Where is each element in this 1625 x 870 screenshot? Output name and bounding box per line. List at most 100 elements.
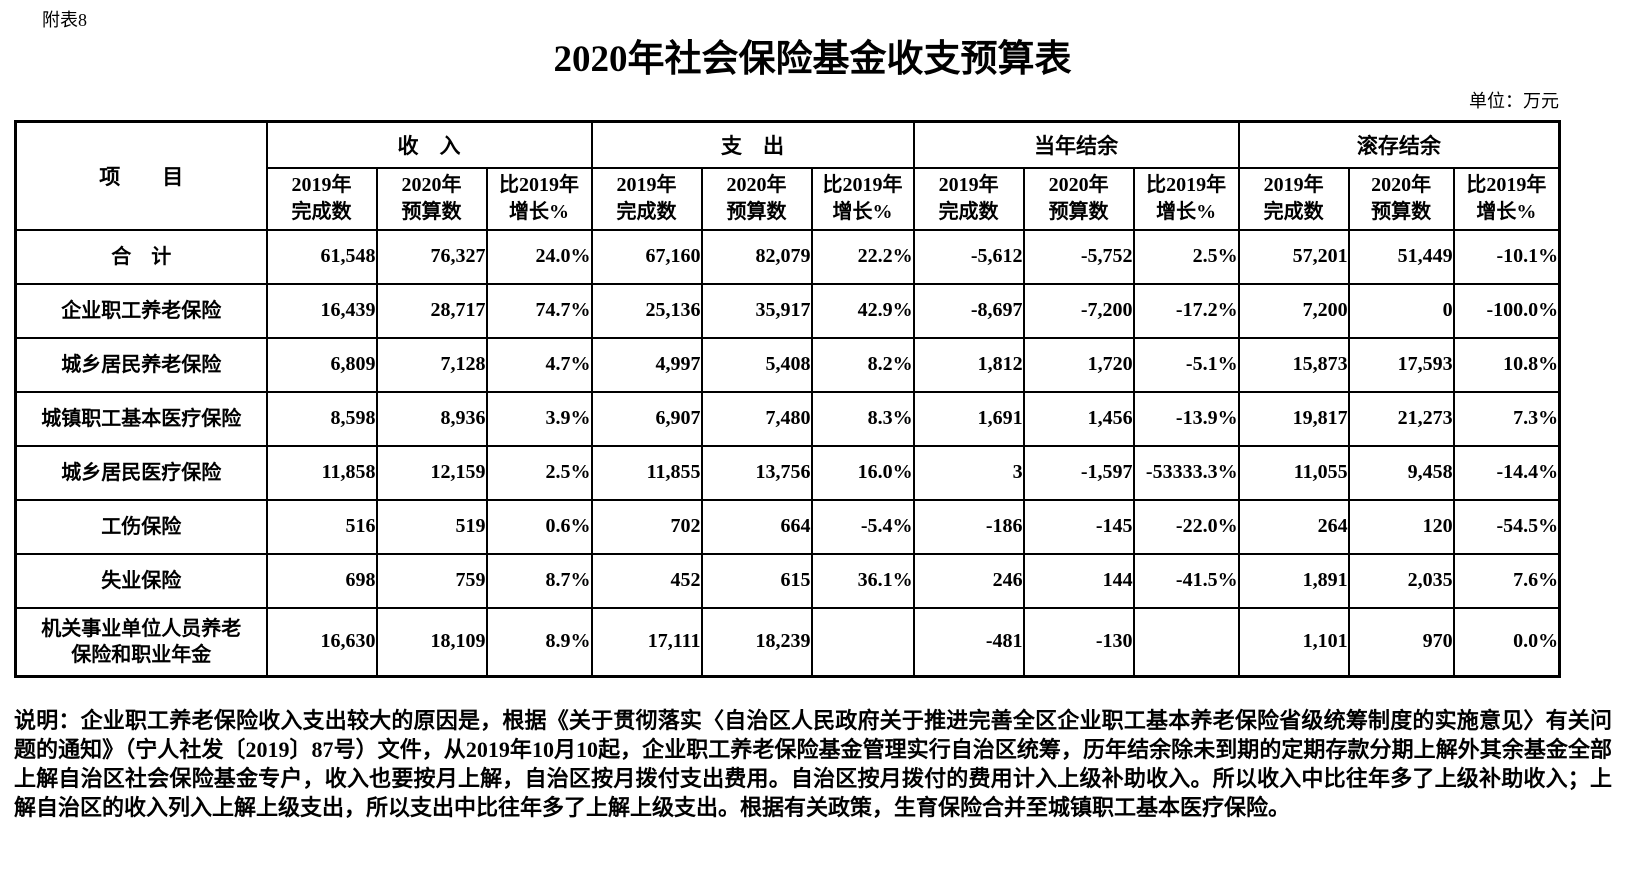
cell-value: -53333.3% bbox=[1132, 444, 1240, 501]
sub-header-current-balance-2019: 2019年 完成数 bbox=[912, 166, 1025, 231]
cell-value: 42.9% bbox=[810, 282, 915, 339]
sub-header-expenditure-growth: 比2019年 增长% bbox=[810, 166, 915, 231]
cell-value: 3 bbox=[912, 444, 1025, 501]
cell-value: -5.1% bbox=[1132, 336, 1240, 393]
sub-header-row: 2019年 完成数 2020年 预算数 比2019年 增长% 2019年 完成数… bbox=[16, 166, 1561, 231]
row-label: 失业保险 bbox=[14, 552, 268, 609]
cell-value: 615 bbox=[700, 552, 813, 609]
cell-value: 8.9% bbox=[485, 606, 593, 678]
cell-value: 16,439 bbox=[265, 282, 378, 339]
cell-value: 8.2% bbox=[810, 336, 915, 393]
cell-value: 1,456 bbox=[1022, 390, 1135, 447]
cell-value: 11,858 bbox=[265, 444, 378, 501]
cell-value: -5.4% bbox=[810, 498, 915, 555]
cell-value: 0.0% bbox=[1452, 606, 1561, 678]
cell-value: 8,598 bbox=[265, 390, 378, 447]
cell-value: 19,817 bbox=[1237, 390, 1350, 447]
table-row: 城乡居民医疗保险 11,858 12,159 2.5% 11,855 13,756 16.0… bbox=[14, 444, 1561, 501]
group-header-row: 项 目 收 入 支 出 当年结余 滚存结余 bbox=[14, 120, 1561, 231]
cell-value: 25,136 bbox=[590, 282, 703, 339]
row-label: 企业职工养老保险 bbox=[14, 282, 268, 339]
cell-value: 2.5% bbox=[1132, 228, 1240, 285]
cell-value: 3.9% bbox=[485, 390, 593, 447]
cell-value: 1,891 bbox=[1237, 552, 1350, 609]
unit-label: 单位：万元 bbox=[1469, 91, 1559, 111]
row-label: 城乡居民医疗保险 bbox=[14, 444, 268, 501]
cell-value: 120 bbox=[1347, 498, 1455, 555]
cell-value: 1,691 bbox=[912, 390, 1025, 447]
sub-header-rolling-balance-growth: 比2019年 增长% bbox=[1452, 166, 1561, 231]
cell-value: 10.8% bbox=[1452, 336, 1561, 393]
cell-value: 51,449 bbox=[1347, 228, 1455, 285]
table-row: 企业职工养老保险 16,439 28,717 74.7% 25,136 35,917 42.… bbox=[14, 282, 1561, 339]
cell-value: 18,239 bbox=[700, 606, 813, 678]
cell-value: 12,159 bbox=[375, 444, 488, 501]
cell-value: 21,273 bbox=[1347, 390, 1455, 447]
sub-header-rolling-balance-2019: 2019年 完成数 bbox=[1237, 166, 1350, 231]
cell-value: 76,327 bbox=[375, 228, 488, 285]
cell-value: 17,593 bbox=[1347, 336, 1455, 393]
cell-value: 6,809 bbox=[265, 336, 378, 393]
row-label: 城乡居民养老保险 bbox=[14, 336, 268, 393]
cell-value: -145 bbox=[1022, 498, 1135, 555]
cell-value: 16.0% bbox=[810, 444, 915, 501]
cell-value: -10.1% bbox=[1452, 228, 1561, 285]
cell-value: 5,408 bbox=[700, 336, 813, 393]
cell-value: 8,936 bbox=[375, 390, 488, 447]
cell-value: 7.6% bbox=[1452, 552, 1561, 609]
cell-value: 57,201 bbox=[1237, 228, 1350, 285]
cell-value: -5,612 bbox=[912, 228, 1025, 285]
cell-value: 7,480 bbox=[700, 390, 813, 447]
cell-value bbox=[810, 606, 915, 678]
cell-value: 0 bbox=[1347, 282, 1455, 339]
cell-value: 61,548 bbox=[265, 228, 378, 285]
budget-table: 项 目 收 入 支 出 当年结余 滚存结余 2019年 完成数 2020年 预算… bbox=[14, 120, 1562, 678]
cell-value: 664 bbox=[700, 498, 813, 555]
sub-header-rolling-balance-2020: 2020年 预算数 bbox=[1347, 166, 1455, 231]
cell-value: 36.1% bbox=[810, 552, 915, 609]
cell-value: -186 bbox=[912, 498, 1025, 555]
cell-value: 8.7% bbox=[485, 552, 593, 609]
cell-value: 82,079 bbox=[700, 228, 813, 285]
footnote: 说明：企业职工养老保险收入支出较大的原因是，根据《关于贯彻落实〈自治区人民政府关… bbox=[14, 708, 1612, 820]
row-label: 城镇职工基本医疗保险 bbox=[14, 390, 268, 447]
cell-value: 16,630 bbox=[265, 606, 378, 678]
cell-value: -41.5% bbox=[1132, 552, 1240, 609]
cell-value: 0.6% bbox=[485, 498, 593, 555]
cell-value: -7,200 bbox=[1022, 282, 1135, 339]
cell-value: 144 bbox=[1022, 552, 1135, 609]
table-row: 合 计 61,548 76,327 24.0% 67,160 82,079 22.2% -5,… bbox=[14, 228, 1561, 285]
cell-value: 1,101 bbox=[1237, 606, 1350, 678]
cell-value: 1,812 bbox=[912, 336, 1025, 393]
cell-value: 7.3% bbox=[1452, 390, 1561, 447]
cell-value: 67,160 bbox=[590, 228, 703, 285]
page-title: 2020年社会保险基金收支预算表 bbox=[553, 39, 1072, 80]
cell-value: 698 bbox=[265, 552, 378, 609]
cell-value: 11,055 bbox=[1237, 444, 1350, 501]
cell-value: 24.0% bbox=[485, 228, 593, 285]
table-row: 失业保险 698 759 8.7% 452 615 36.1% 246 144 -41.5% 1,8… bbox=[14, 552, 1561, 609]
cell-value: 516 bbox=[265, 498, 378, 555]
cell-value: -17.2% bbox=[1132, 282, 1240, 339]
table-row: 机关事业单位人员养老 保险和职业年金 16,630 18,109 8.9% 17,111… bbox=[14, 606, 1561, 678]
cell-value: 2.5% bbox=[485, 444, 593, 501]
cell-value: 17,111 bbox=[590, 606, 703, 678]
cell-value: 28,717 bbox=[375, 282, 488, 339]
cell-value: 759 bbox=[375, 552, 488, 609]
cell-value: 8.3% bbox=[810, 390, 915, 447]
cell-value: 452 bbox=[590, 552, 703, 609]
cell-value: -1,597 bbox=[1022, 444, 1135, 501]
cell-value: 1,720 bbox=[1022, 336, 1135, 393]
group-header-rolling-balance: 滚存结余 bbox=[1237, 120, 1561, 169]
sub-header-current-balance-growth: 比2019年 增长% bbox=[1132, 166, 1240, 231]
sub-header-current-balance-2020: 2020年 预算数 bbox=[1022, 166, 1135, 231]
cell-value: -8,697 bbox=[912, 282, 1025, 339]
cell-value: -22.0% bbox=[1132, 498, 1240, 555]
cell-value: 519 bbox=[375, 498, 488, 555]
cell-value: -100.0% bbox=[1452, 282, 1561, 339]
row-label: 工伤保险 bbox=[14, 498, 268, 555]
cell-value: 35,917 bbox=[700, 282, 813, 339]
table-row: 城乡居民养老保险 6,809 7,128 4.7% 4,997 5,408 8.2% 1,81… bbox=[14, 336, 1561, 393]
cell-value: -54.5% bbox=[1452, 498, 1561, 555]
